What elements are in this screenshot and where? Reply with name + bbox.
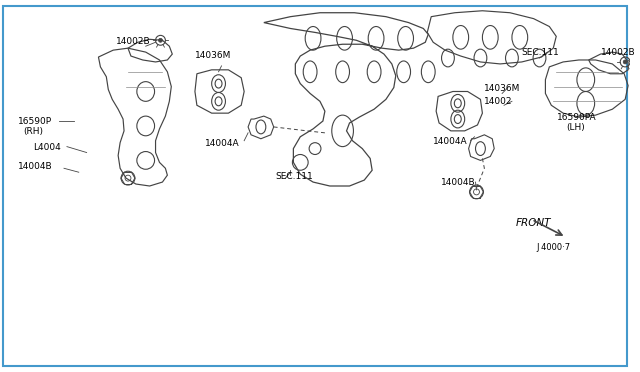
Text: (RH): (RH): [24, 127, 44, 136]
Text: 14002: 14002: [484, 97, 513, 106]
Text: 14036M: 14036M: [195, 51, 231, 60]
Text: FRONT: FRONT: [516, 218, 552, 228]
Text: 16590PA: 16590PA: [557, 113, 597, 122]
Text: 14004B: 14004B: [441, 178, 476, 187]
Text: 14002B: 14002B: [600, 48, 635, 57]
Text: 14004A: 14004A: [205, 139, 239, 148]
Text: 14036M: 14036M: [484, 84, 521, 93]
Circle shape: [159, 38, 163, 42]
Text: L4004: L4004: [33, 143, 61, 152]
Circle shape: [623, 60, 627, 64]
Text: J 4000·7: J 4000·7: [536, 243, 571, 252]
Text: 14002B: 14002B: [116, 37, 151, 46]
Text: 14004B: 14004B: [18, 162, 52, 171]
Text: SEC.111: SEC.111: [522, 48, 559, 57]
Text: 14004A: 14004A: [433, 137, 468, 146]
Text: (LH): (LH): [566, 123, 585, 132]
Text: 16590P: 16590P: [18, 117, 52, 126]
Text: SEC.111: SEC.111: [276, 172, 314, 181]
